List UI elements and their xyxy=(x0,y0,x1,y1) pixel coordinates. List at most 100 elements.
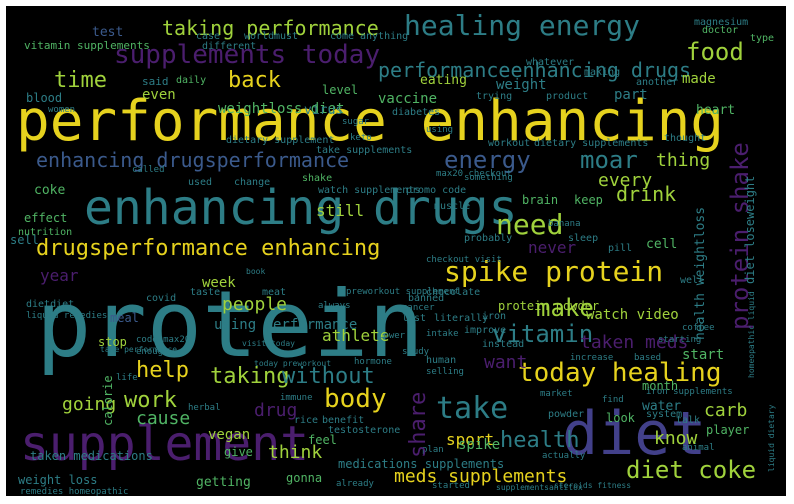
word-weight-loss: weight loss xyxy=(18,473,98,487)
word-carb: carb xyxy=(704,400,748,421)
word-increase: increase xyxy=(570,353,614,363)
word-health: share xyxy=(406,391,431,458)
word-protein-powder: protein powder xyxy=(498,299,600,313)
word-body: body xyxy=(324,384,387,414)
word-food: food xyxy=(686,38,744,66)
word-supplementsantitox: supplementsantitox xyxy=(496,483,583,492)
word-cancer: cancer xyxy=(402,303,435,313)
word-selling: selling xyxy=(426,367,464,377)
word-healing-energy: healing energy xyxy=(404,9,641,42)
word-year: year xyxy=(40,266,79,285)
word-trying: trying xyxy=(476,91,513,102)
word-life: life xyxy=(116,373,138,383)
word-preworkout-supplement: preworkout supplement xyxy=(346,287,460,297)
word-already: already xyxy=(336,479,374,489)
word-type: type xyxy=(750,33,775,44)
word-stop: stop xyxy=(98,335,127,349)
word-effect: effect xyxy=(24,211,68,225)
word-probably: probably xyxy=(464,233,513,244)
word-dietary-supplements: dietary supplements xyxy=(534,138,649,149)
word-test: test xyxy=(92,25,124,40)
word-never: never xyxy=(528,238,577,257)
word-liquid-remedies: liquid remedies xyxy=(26,311,108,321)
word-banana: banana xyxy=(548,219,581,229)
word-come: come xyxy=(330,31,355,42)
word-shake: shake xyxy=(302,173,333,184)
word-feel: feel xyxy=(308,433,337,447)
word-medications-supplements: medications supplements xyxy=(338,457,505,471)
word-drug: drug xyxy=(254,400,298,421)
word-hormone: hormone xyxy=(354,357,392,367)
word-enhancing-drugs: enhancing drugs xyxy=(84,180,518,236)
word-system: system xyxy=(646,409,683,420)
word-muscle: muscle xyxy=(434,201,471,212)
word-help: help xyxy=(136,358,189,383)
word-taste: taste xyxy=(190,287,221,298)
word-rice: rice xyxy=(294,415,319,426)
word-cloud: performance enhancing protein enhancing … xyxy=(6,6,786,496)
word-sleep: sleep xyxy=(568,233,599,244)
word-weight: weight xyxy=(496,77,547,93)
word-workout: workout xyxy=(488,138,531,149)
word-take-supplements: take supplements xyxy=(316,145,413,156)
word-steroids-fitness: steroids fitness xyxy=(554,481,632,490)
word-cause: cause xyxy=(136,408,191,429)
word-gonna: gonna xyxy=(286,471,323,485)
word-sport: sport xyxy=(446,430,495,449)
word-max20-checkout: max20 checkout xyxy=(436,169,512,179)
word-drink: drink xyxy=(616,182,677,206)
word-always: always xyxy=(318,301,351,311)
word-must: must xyxy=(274,31,299,42)
word-energy: energy xyxy=(444,146,531,174)
word-checkout-visit: checkout visit xyxy=(426,255,502,265)
word-made: made xyxy=(682,71,716,87)
word-month: month xyxy=(642,379,679,393)
word-virus: virus xyxy=(304,103,344,118)
word-thing: thing xyxy=(656,150,711,171)
word-last: last xyxy=(402,313,427,324)
word-know: know xyxy=(654,428,698,449)
word-iron-supplements: iron supplements xyxy=(646,387,733,397)
word-talk: talk xyxy=(676,415,701,426)
word-without: without xyxy=(282,364,375,389)
word-market: market xyxy=(540,389,573,399)
word-week: week xyxy=(202,275,236,291)
word-world: world xyxy=(244,31,275,42)
word-think: think xyxy=(268,442,323,463)
word-liquid-dietary: liquid dietary xyxy=(767,404,776,472)
word-enough: enough xyxy=(136,347,169,357)
word-nutrition: nutrition xyxy=(18,227,73,238)
word-time: time xyxy=(54,68,107,93)
word-share: health xyxy=(500,428,580,453)
word-meal: meal xyxy=(110,311,139,325)
word-calorie: calorie xyxy=(101,375,115,426)
word-getting: getting xyxy=(196,475,251,490)
word-meds-supplements: meds supplements xyxy=(394,466,568,487)
word-spike: spike xyxy=(458,437,501,453)
word-work: work xyxy=(124,388,177,413)
word-today-healing: today healing xyxy=(518,358,722,388)
word-performance-enhancing: performance enhancing xyxy=(16,89,725,154)
word-benefit: benefit xyxy=(322,415,365,426)
word-instead: instead xyxy=(482,339,525,350)
word-actually: actually xyxy=(542,451,586,461)
word-part: part xyxy=(614,87,648,103)
word-dietary-supplement: dietary supplement xyxy=(226,135,335,146)
word-dietdiet: dietdiet xyxy=(26,299,75,310)
word-well: well xyxy=(680,275,705,286)
word-supplements-today: supplements today xyxy=(114,40,381,70)
word-anything: anything xyxy=(360,31,409,42)
word-going: going xyxy=(62,394,117,415)
word-level: level xyxy=(322,83,359,97)
word-literally: literally xyxy=(434,313,489,324)
word-player: player xyxy=(706,423,750,437)
word-taken-medications: taken medications xyxy=(30,449,153,463)
word-coke: coke xyxy=(34,183,66,198)
word-find: find xyxy=(602,395,624,405)
word-diet-coke: diet coke xyxy=(626,456,757,484)
word-diet-loseweight: diet loseweight xyxy=(743,175,757,284)
word-eating: eating xyxy=(420,73,467,88)
word-coffee: coffee xyxy=(682,323,715,333)
word-take-performance: take performance xyxy=(100,345,178,354)
word-started: started xyxy=(432,481,470,491)
